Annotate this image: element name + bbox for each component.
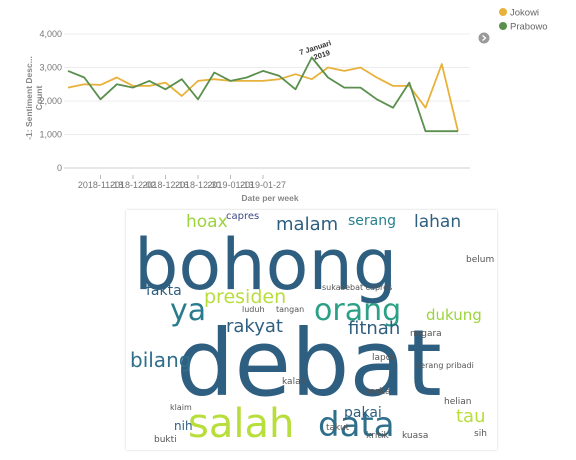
word-pakai: pakai — [344, 405, 382, 421]
word-lahan: lahan — [414, 212, 462, 232]
annotation: 7 Januari 2019 — [298, 38, 332, 62]
y-tick-label: 1,000 — [39, 130, 62, 140]
x-axis-ticks: 2018-11-182018-12-022018-12-162018-12-30… — [78, 175, 286, 190]
word-serang: serang — [348, 213, 397, 229]
word-hoax: hoax — [186, 212, 228, 232]
legend-toggle-icon[interactable] — [478, 32, 490, 44]
word-takut: takut — [326, 423, 350, 433]
word-cloud: bohong debat salah data orang ya presiden malam… — [126, 210, 497, 450]
legend: Jokowi Prabowo — [478, 8, 548, 44]
word-tangan: tangan — [276, 305, 305, 314]
word-dukung: dukung — [426, 306, 482, 324]
x-tick-label: 2018-11-18 — [78, 180, 123, 190]
grid-lines — [64, 33, 470, 169]
word-luduh: luduh — [242, 305, 265, 314]
word-kalah: kalah — [282, 377, 307, 387]
x-tick-label: 2018-12-16 — [142, 180, 188, 190]
legend-swatch-jokowi — [499, 8, 507, 16]
word-bilang: bilang — [130, 348, 192, 372]
x-tick-label: 2018-12-30 — [175, 180, 221, 190]
word-belum: belum — [466, 255, 495, 265]
word-klaim: klaim — [170, 403, 192, 412]
word-ya: ya — [170, 293, 207, 328]
word-serang-pribadi: serang pribadi — [416, 361, 474, 370]
word-capres: capres — [226, 211, 260, 222]
legend-swatch-prabowo — [499, 22, 507, 30]
y-axis-title: -1: Sentiment Desc... — [24, 56, 34, 140]
y-tick-label: 2,000 — [39, 96, 62, 106]
word-helian: helian — [444, 397, 472, 407]
chevron-right-icon — [482, 35, 487, 41]
word-salah: salah — [188, 401, 295, 447]
word-kuasa: kuasa — [402, 431, 429, 441]
y-tick-label: 3,000 — [39, 63, 62, 73]
x-tick-label: 2019-01-13 — [207, 180, 253, 190]
word-fitnah: fitnah — [348, 318, 401, 339]
y-axis-ticks: 0 1,000 2,000 3,000 4,000 — [39, 29, 62, 173]
y-tick-label: 4,000 — [39, 29, 62, 39]
word-sih: sih — [474, 429, 487, 439]
x-tick-label: 2019-01-27 — [240, 180, 286, 190]
y-tick-label: 0 — [57, 163, 62, 173]
word-presiden: presiden — [204, 286, 287, 308]
word-rakyat: rakyat — [226, 316, 283, 337]
word-berita: berita — [364, 387, 391, 397]
word-tau: tau — [456, 406, 486, 427]
series-line-jokowi — [67, 63, 459, 132]
word-nih: nih — [174, 419, 193, 433]
series-lines — [67, 56, 459, 133]
series-line-prabowo — [67, 56, 458, 133]
word-bukti: bukti — [154, 435, 177, 445]
word-bohong: bohong — [134, 224, 398, 306]
word-lapor: lapor — [372, 353, 395, 363]
legend-label-prabowo[interactable]: Prabowo — [510, 22, 548, 33]
word-debat-capres: debat capres — [340, 283, 393, 292]
word-data: data — [318, 405, 395, 445]
word-kritik: kritik — [366, 431, 389, 441]
word-debat: debat — [176, 310, 442, 417]
legend-label-jokowi[interactable]: Jokowi — [510, 8, 539, 19]
word-fakta: fakta — [146, 283, 182, 299]
word-suka: suka — [322, 283, 341, 292]
word-negara: negara — [410, 329, 442, 339]
word-malam: malam — [276, 214, 339, 235]
x-axis-title: Date per week — [241, 193, 298, 203]
word-orang: orang — [314, 293, 402, 328]
x-tick-label: 2018-12-02 — [110, 180, 156, 190]
y-axis-title-count: Count — [34, 86, 44, 111]
